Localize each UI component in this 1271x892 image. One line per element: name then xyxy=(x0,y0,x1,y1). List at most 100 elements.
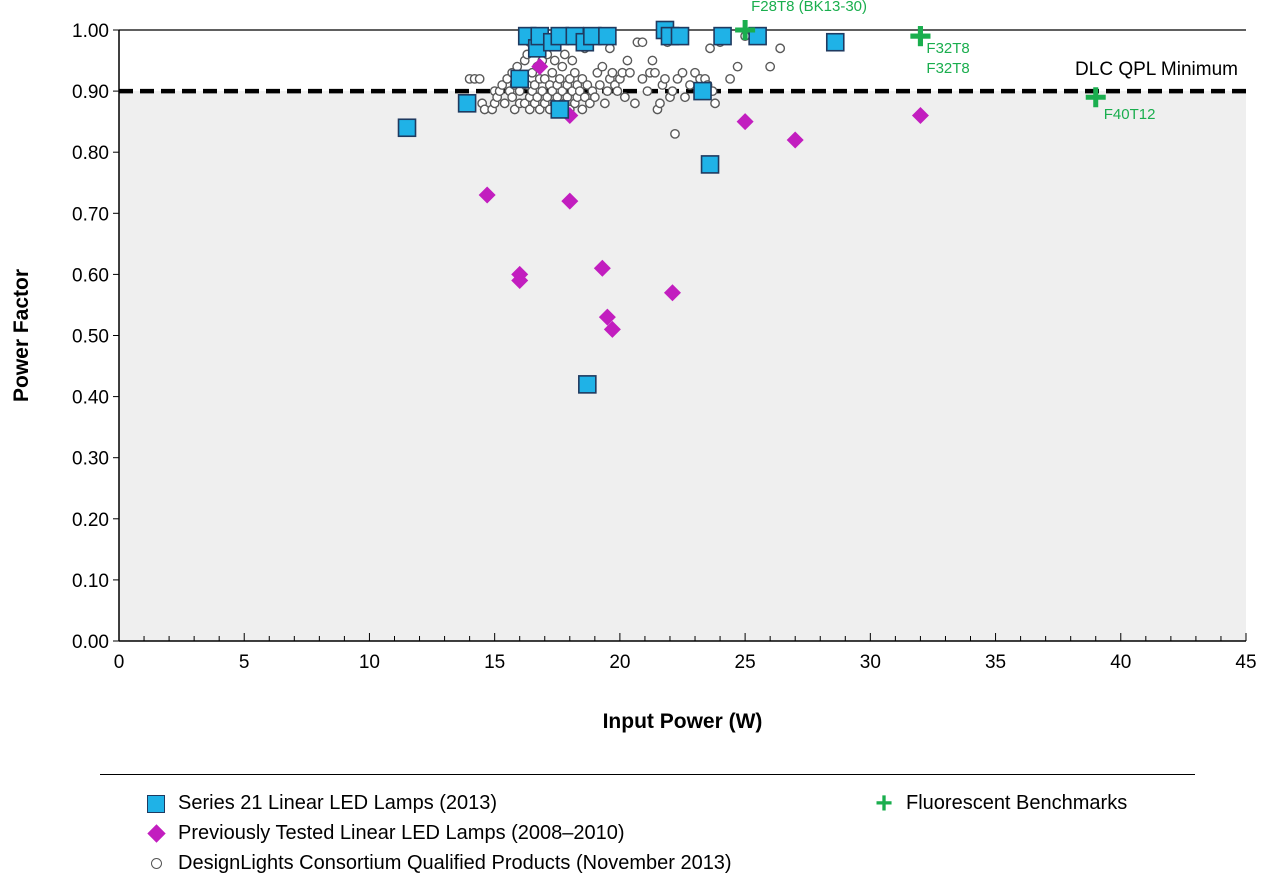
dlc-qualified-point xyxy=(685,80,695,90)
dlc-qualified-point xyxy=(564,73,575,84)
dlc-qualified-point xyxy=(582,80,593,90)
dlc-qualified-point xyxy=(599,98,610,109)
dlc-qualified-point xyxy=(577,73,588,84)
dlc-qualified-point xyxy=(667,86,678,97)
y-tick-label: 0.40 xyxy=(72,388,109,409)
dlc-qualified-point xyxy=(650,67,660,78)
dlc-qualified-point xyxy=(680,92,690,103)
y-axis-title: Power Factor xyxy=(10,269,33,402)
previously-tested-point xyxy=(786,131,804,149)
x-tick-label: 10 xyxy=(359,652,380,673)
y-tick-label: 0.90 xyxy=(72,82,109,103)
plot-area: 0 5 10 15 20 25 30 35 40 45 0.00 0.10 0.20 0.30 0.40 0.… xyxy=(72,0,1257,673)
legend-item-series21: Series 21 Linear LED Lamps (2013) xyxy=(142,792,497,815)
dlc-qualified-point xyxy=(539,73,550,84)
fluorescent-benchmark-label: F28T8 (BK13-30) xyxy=(751,0,867,15)
open-circle-icon xyxy=(142,854,170,874)
dlc-qualified-point xyxy=(592,67,603,78)
previously-tested-point xyxy=(531,58,549,76)
x-tick-label: 5 xyxy=(239,652,250,673)
series21-point xyxy=(510,69,530,89)
previously-tested-point xyxy=(911,107,929,125)
dlc-qualified-point xyxy=(597,61,608,72)
legend-label: DesignLights Consortium Qualified Produc… xyxy=(178,852,732,874)
y-tick-label: 0.70 xyxy=(72,204,109,225)
dlc-qualified-point xyxy=(579,92,590,103)
x-tick-label: 40 xyxy=(1110,652,1131,673)
dlc-qualified-point xyxy=(625,67,635,78)
previously-tested-point xyxy=(478,186,496,204)
dlc-qualified-point xyxy=(547,86,558,97)
blue-square-icon xyxy=(142,794,170,814)
series21-point xyxy=(598,26,617,46)
dlc-qualified-point xyxy=(574,86,585,97)
dlc-qualified-point xyxy=(557,61,568,72)
dlc-qualified-point xyxy=(509,104,520,115)
dlc-qualified-point xyxy=(594,80,605,90)
x-tick-label: 15 xyxy=(484,652,505,673)
series21-point xyxy=(550,100,570,119)
x-tick-label: 25 xyxy=(735,652,756,673)
previously-tested-point xyxy=(598,308,616,326)
dlc-qualified-point xyxy=(732,61,743,72)
x-tick-label: 30 xyxy=(860,652,881,673)
dlc-qualified-point xyxy=(607,67,618,78)
series21-point xyxy=(670,26,690,46)
fluorescent-benchmark-point xyxy=(735,20,756,40)
dlc-qualified-point xyxy=(765,61,776,72)
legend-label: Fluorescent Benchmarks xyxy=(906,792,1128,814)
series21-point xyxy=(713,26,732,46)
dlc-qualified-point xyxy=(725,73,735,84)
series21-point xyxy=(457,94,477,113)
fluorescent-benchmark-label: F32T8 xyxy=(926,40,969,57)
y-tick-label: 0.20 xyxy=(72,510,109,531)
dlc-qualified-point xyxy=(637,73,648,84)
dlc-qualified-point xyxy=(554,73,565,84)
dlc-qualified-point xyxy=(602,86,613,97)
series21-point xyxy=(825,32,845,52)
series21-point xyxy=(578,375,597,394)
dlc-qualified-point xyxy=(532,92,543,103)
dlc-qualified-point xyxy=(507,92,518,103)
dlc-qualified-point xyxy=(612,86,623,97)
dlc-qualified-point xyxy=(637,37,648,48)
previously-tested-point xyxy=(736,113,754,131)
previously-tested-point xyxy=(593,259,611,277)
dlc-qualified-point xyxy=(642,86,653,97)
dlc-qualified-point xyxy=(584,98,595,109)
dlc-qualified-point xyxy=(542,92,553,103)
fluorescent-benchmark-point xyxy=(910,26,931,47)
previously-tested-point xyxy=(511,272,529,290)
y-tick-label: 0.30 xyxy=(72,449,109,470)
y-tick-label: 0.60 xyxy=(72,265,109,286)
dlc-qualified-point xyxy=(524,104,535,115)
previously-tested-point xyxy=(603,320,621,338)
dlc-qualified-point xyxy=(534,104,545,115)
y-tick-label: 0.00 xyxy=(72,632,109,653)
dlc-qualified-point xyxy=(660,73,670,84)
dlc-qualified-point xyxy=(647,55,658,66)
y-tick-label: 0.10 xyxy=(72,571,109,592)
dlc-qualified-point xyxy=(499,98,510,109)
legend-item-previously-tested: Previously Tested Linear LED Lamps (2008… xyxy=(142,822,625,845)
dlc-qualified-point xyxy=(569,67,580,78)
dlc-qualified-point xyxy=(677,67,688,78)
dlc-qualified-point xyxy=(710,98,720,109)
dlc-qualified-point xyxy=(655,98,665,109)
dlc-qualified-point xyxy=(529,80,540,90)
dlc-qualified-point xyxy=(622,55,633,66)
dlc-qualified-point xyxy=(547,67,558,78)
dlc-qualified-point xyxy=(557,86,568,97)
dlc-qualified-point xyxy=(619,92,630,103)
dlc-minimum-label: DLC QPL Minimum xyxy=(1075,59,1238,80)
x-axis-title: Input Power (W) xyxy=(603,710,763,733)
legend-item-dlc-qualified: DesignLights Consortium Qualified Produc… xyxy=(142,852,732,875)
dlc-qualified-point xyxy=(567,55,578,66)
dlc-qualified-point xyxy=(630,98,640,109)
dlc-qualified-point xyxy=(497,80,508,90)
fluorescent-benchmark-label: F40T12 xyxy=(1104,106,1156,123)
dlc-qualified-point xyxy=(559,49,570,60)
x-tick-label: 20 xyxy=(609,652,630,673)
legend-label: Series 21 Linear LED Lamps (2013) xyxy=(178,792,498,814)
